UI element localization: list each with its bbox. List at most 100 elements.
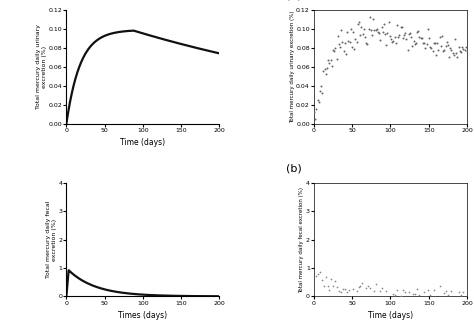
Point xyxy=(331,278,339,283)
Point xyxy=(399,36,407,41)
Point xyxy=(359,280,366,285)
Point xyxy=(372,28,379,33)
Point xyxy=(404,47,411,53)
Point xyxy=(326,60,333,65)
Point xyxy=(447,46,454,51)
Point xyxy=(366,14,374,19)
Point xyxy=(407,295,415,301)
Point xyxy=(341,40,348,45)
Point xyxy=(400,32,408,38)
Point xyxy=(383,42,390,47)
Point xyxy=(319,91,326,96)
Point xyxy=(443,39,450,44)
Point xyxy=(449,301,457,306)
Point xyxy=(420,41,428,46)
Point xyxy=(367,27,374,32)
Text: (b): (b) xyxy=(286,164,302,173)
Point xyxy=(369,16,377,21)
Point xyxy=(463,294,471,300)
Point xyxy=(339,286,347,292)
Point xyxy=(395,297,403,303)
Point xyxy=(393,23,401,28)
Point xyxy=(447,288,455,294)
Point xyxy=(351,296,358,302)
Point xyxy=(376,289,383,294)
Point xyxy=(381,32,389,37)
Point xyxy=(382,289,390,294)
Point xyxy=(378,25,385,30)
Point xyxy=(321,67,328,72)
Point xyxy=(361,35,369,40)
Point xyxy=(343,289,351,295)
Point xyxy=(394,35,402,40)
Y-axis label: Total mercury daily fecal
excretion (%): Total mercury daily fecal excretion (%) xyxy=(46,201,57,278)
Point xyxy=(319,68,327,73)
Point xyxy=(335,42,343,47)
Point xyxy=(352,36,359,42)
Point xyxy=(348,44,356,50)
Point xyxy=(383,31,391,36)
Point xyxy=(347,27,355,32)
Point xyxy=(452,51,460,56)
Point xyxy=(372,281,380,287)
Point xyxy=(401,30,409,35)
Point xyxy=(450,52,457,57)
Point xyxy=(346,39,353,45)
Point xyxy=(376,38,384,43)
Point xyxy=(438,303,446,309)
Point xyxy=(418,35,426,40)
Point xyxy=(336,44,344,50)
Point xyxy=(360,26,367,31)
Point xyxy=(409,43,416,48)
Point xyxy=(371,27,378,32)
Point xyxy=(454,54,461,59)
Point xyxy=(398,24,405,29)
Point xyxy=(403,300,410,305)
Point xyxy=(417,36,424,41)
Point xyxy=(311,117,319,122)
Point xyxy=(433,40,441,46)
Point xyxy=(405,289,413,295)
Point xyxy=(336,288,343,293)
Point xyxy=(350,46,358,51)
Point xyxy=(388,39,396,45)
Point xyxy=(374,29,382,34)
Point xyxy=(340,48,347,53)
Point xyxy=(379,29,386,34)
Point xyxy=(420,289,428,295)
Point xyxy=(347,294,355,299)
Point xyxy=(432,53,440,58)
Point xyxy=(431,40,438,46)
Point xyxy=(318,278,326,283)
Point xyxy=(329,48,337,53)
Point xyxy=(442,289,449,294)
Point xyxy=(349,29,357,35)
Point xyxy=(411,291,419,297)
Point xyxy=(461,48,468,53)
Point xyxy=(397,24,404,29)
Point xyxy=(331,46,339,51)
Point xyxy=(412,40,419,45)
Point xyxy=(463,49,471,54)
Point xyxy=(386,296,393,301)
Point xyxy=(322,71,329,77)
Point xyxy=(356,283,364,288)
Point xyxy=(359,31,366,37)
Point xyxy=(449,50,456,56)
Point xyxy=(399,288,407,293)
Point xyxy=(439,48,447,53)
Point xyxy=(426,44,434,49)
Point xyxy=(456,289,463,295)
Point xyxy=(430,40,438,46)
Point xyxy=(343,29,351,34)
Point xyxy=(428,297,436,302)
Point xyxy=(445,55,453,60)
Point xyxy=(385,19,392,24)
Point xyxy=(425,36,433,41)
Point xyxy=(357,25,365,30)
Point xyxy=(409,291,417,296)
Point xyxy=(397,293,405,299)
Point xyxy=(334,33,341,39)
Point xyxy=(314,97,321,103)
Point xyxy=(428,45,435,51)
